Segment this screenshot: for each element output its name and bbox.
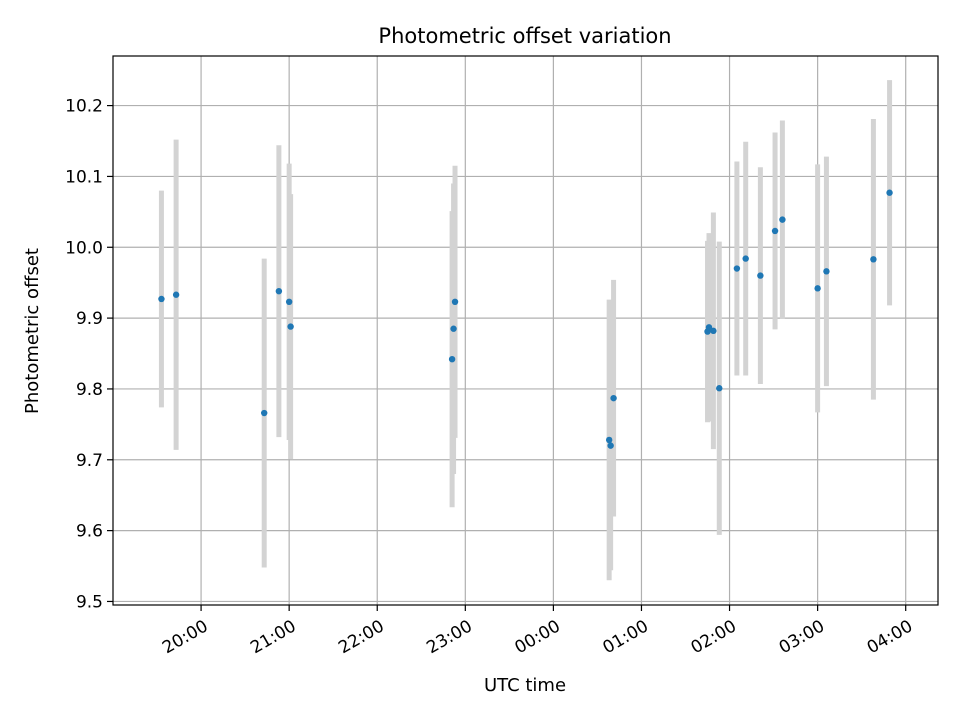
y-tick-label: 9.7 xyxy=(76,451,103,471)
data-point xyxy=(605,436,613,444)
data-point xyxy=(779,216,786,223)
data-point xyxy=(705,324,713,331)
data-point xyxy=(823,268,830,275)
data-point xyxy=(733,265,741,272)
data-point xyxy=(757,272,764,279)
x-axis-label: UTC time xyxy=(484,675,566,696)
y-tick-label: 10.2 xyxy=(65,97,103,117)
data-point xyxy=(448,355,456,363)
data-point xyxy=(275,287,283,295)
plot-frame xyxy=(112,55,939,606)
data-points xyxy=(158,189,893,449)
data-point xyxy=(610,394,617,402)
data-point xyxy=(771,227,779,235)
data-point xyxy=(742,255,749,262)
data-point xyxy=(710,327,717,335)
y-tick-label: 9.5 xyxy=(76,592,103,612)
data-point xyxy=(158,295,165,303)
data-point xyxy=(886,189,893,196)
data-point xyxy=(716,385,723,392)
data-point xyxy=(287,323,294,330)
grid-lines xyxy=(113,56,938,605)
y-axis-ticks: 9.5 9.6 9.7 9.8 9.9 10.0 10.1 10.2 xyxy=(65,97,113,612)
data-point xyxy=(870,256,877,263)
data-point xyxy=(607,442,614,449)
data-point xyxy=(285,298,293,306)
y-tick-label: 9.9 xyxy=(76,309,103,329)
y-tick-label: 9.8 xyxy=(76,380,103,400)
data-point xyxy=(814,285,821,292)
data-point xyxy=(450,325,457,332)
y-tick-label: 10.0 xyxy=(65,238,103,258)
y-tick-label: 9.6 xyxy=(76,522,103,542)
data-point xyxy=(261,409,268,417)
data-point xyxy=(172,291,180,298)
y-axis-label: Photometric offset xyxy=(22,248,43,414)
data-point xyxy=(451,298,459,306)
y-tick-label: 10.1 xyxy=(65,167,103,187)
chart-title: Photometric offset variation xyxy=(378,24,671,48)
